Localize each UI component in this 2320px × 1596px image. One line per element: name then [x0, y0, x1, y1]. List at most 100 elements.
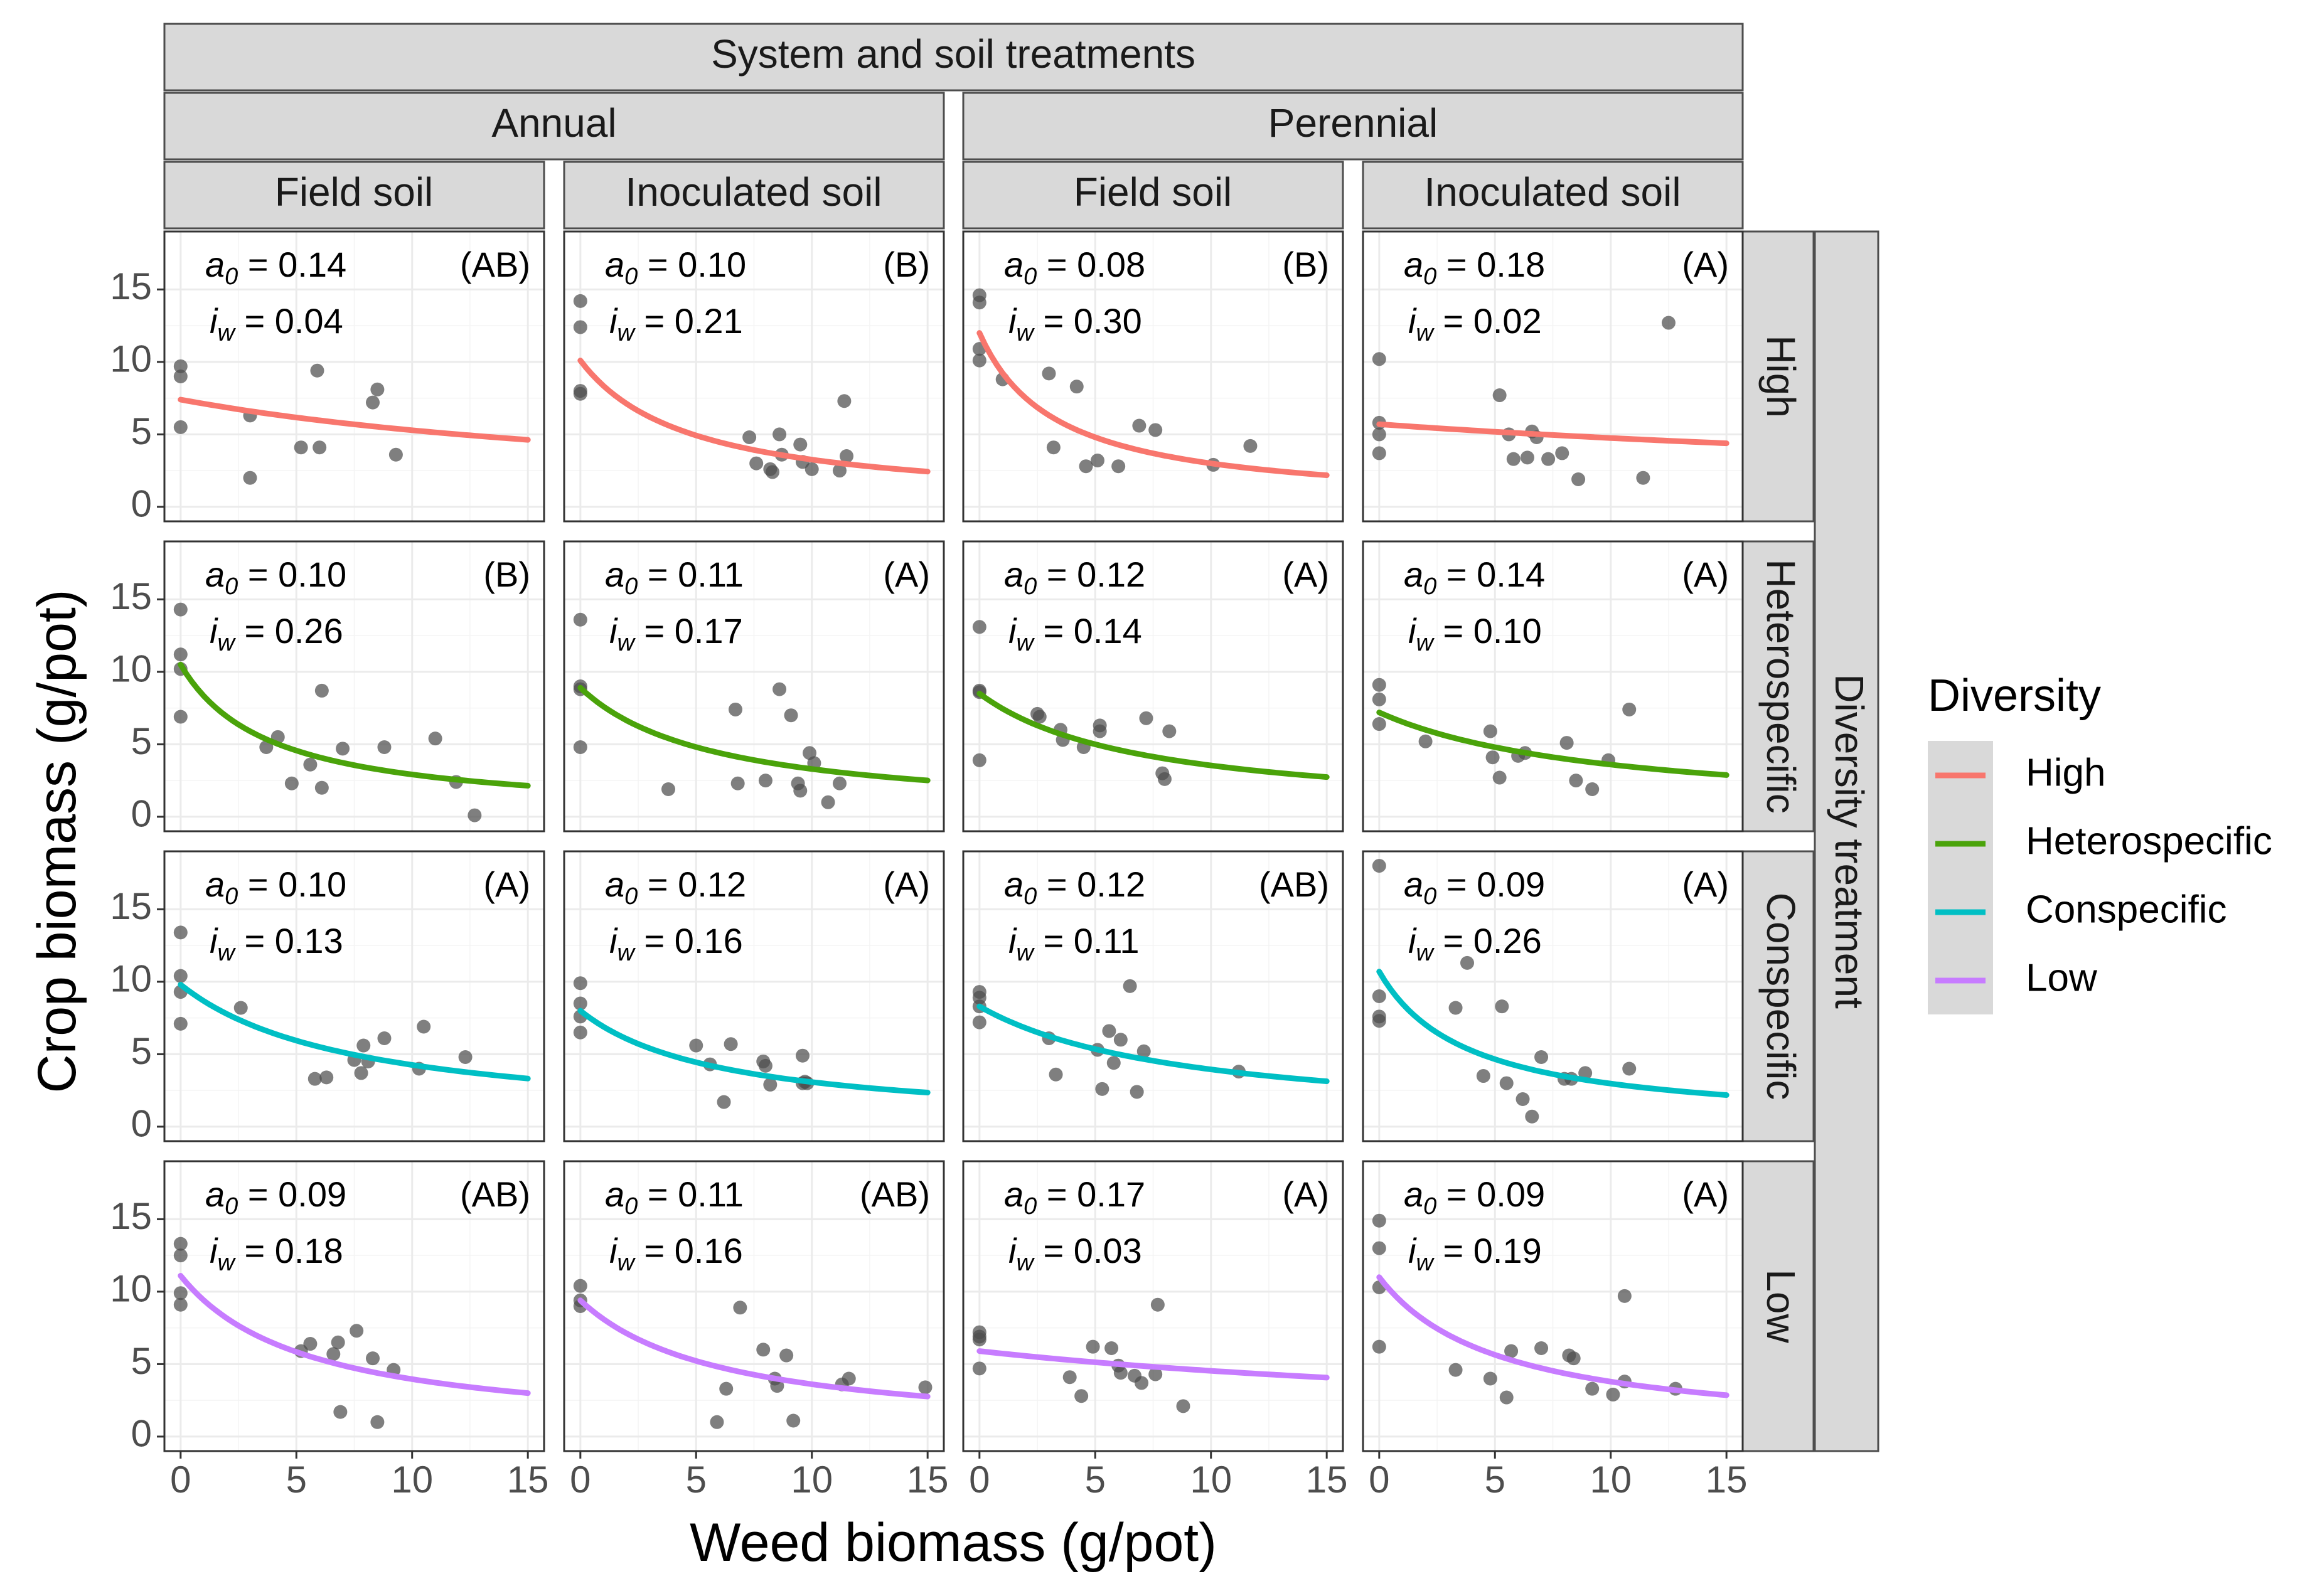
data-point [766, 465, 780, 479]
iw-annotation: iw = 0.16 [609, 921, 743, 966]
data-point [728, 702, 742, 716]
data-point [333, 1405, 348, 1419]
fit-curve [178, 1273, 531, 1396]
group-letter: (A) [1282, 555, 1329, 594]
data-point [331, 1335, 345, 1349]
system-strip-label: Annual [491, 100, 616, 146]
x-tick-label: 10 [1190, 1459, 1232, 1501]
data-point [1162, 724, 1177, 738]
data-point [366, 395, 380, 410]
data-point [173, 420, 188, 434]
x-axis-title: Weed biomass (g/pot) [690, 1513, 1217, 1573]
y-tick-label: 0 [131, 793, 152, 835]
y-axis-title: Crop biomass (g/pot) [27, 590, 87, 1093]
y-tick-label: 5 [131, 720, 152, 762]
fit-curve [577, 684, 931, 784]
data-point [573, 740, 587, 755]
data-point [1049, 1067, 1063, 1082]
panel-border [563, 230, 945, 523]
panel: a0 = 0.17 iw = 0.03 (A) 0 5 10 15 [962, 1160, 1348, 1501]
panel-border [563, 1160, 945, 1452]
data-point [307, 1072, 322, 1086]
data-point [303, 757, 318, 772]
iw-annotation: iw = 0.11 [1008, 921, 1140, 966]
panel: a0 = 0.09 iw = 0.19 (A) 0 5 10 15 [1362, 1160, 1748, 1501]
data-point [1372, 717, 1386, 732]
x-tick-label: 10 [1590, 1459, 1632, 1501]
a0-annotation: a0 = 0.18 [1404, 245, 1545, 290]
data-point [1476, 1069, 1490, 1083]
data-point [1090, 453, 1104, 467]
panel: a0 = 0.08 iw = 0.30 (B) [962, 230, 1344, 523]
data-point [719, 1381, 734, 1396]
data-point [1074, 1389, 1089, 1403]
data-point [842, 1371, 856, 1386]
x-tick-label: 15 [1306, 1459, 1348, 1501]
data-point [1139, 711, 1153, 725]
panel: a0 = 0.09 iw = 0.18 (AB) 0 5 10 15 0 5 10 15 [110, 1160, 549, 1501]
data-point [1176, 1399, 1190, 1413]
group-letter: (AB) [460, 245, 530, 284]
data-point [573, 976, 587, 991]
data-point [1106, 1056, 1121, 1070]
y-tick-label: 10 [110, 338, 152, 380]
data-point [710, 1415, 724, 1429]
fit-curve [577, 1008, 931, 1095]
x-tick-label: 0 [969, 1459, 990, 1501]
fit-curve [1376, 969, 1729, 1098]
group-letter: (A) [1682, 245, 1729, 284]
data-point [1372, 1014, 1386, 1028]
data-point [314, 683, 329, 698]
legend-title: Diversity [1928, 671, 2101, 721]
data-point [173, 647, 188, 662]
data-point [1079, 459, 1093, 474]
data-point [793, 784, 808, 798]
panel: a0 = 0.12 iw = 0.14 (A) [962, 540, 1344, 833]
data-point [1046, 440, 1061, 455]
row-strip-high: High [1741, 230, 1815, 523]
data-point [805, 462, 819, 476]
data-point [1113, 1033, 1128, 1047]
iw-annotation: iw = 0.21 [609, 301, 743, 346]
group-letter: (A) [1682, 1174, 1729, 1214]
data-point [1495, 999, 1509, 1014]
data-point [1136, 1044, 1151, 1058]
soil-strip-label: Field soil [275, 169, 434, 215]
x-tick-label: 0 [1369, 1459, 1389, 1501]
data-point [356, 1038, 371, 1053]
iw-annotation: iw = 0.10 [1408, 611, 1542, 656]
fit-curve [1376, 710, 1729, 778]
y-tick-label: 5 [131, 1340, 152, 1382]
data-point [793, 437, 808, 452]
data-point [1499, 1390, 1514, 1405]
data-point [313, 440, 327, 455]
row-strip-heterospecific: Heterospecific [1741, 540, 1815, 833]
y-tick-label: 10 [110, 958, 152, 1000]
panel-border [962, 1160, 1344, 1452]
data-point [717, 1095, 731, 1109]
system-strip-label: Perennial [1268, 100, 1438, 146]
panel-border [1362, 540, 1744, 833]
system-strip-annual: Annual [163, 92, 945, 161]
data-point [370, 1415, 385, 1429]
panel: a0 = 0.14 iw = 0.10 (A) [1362, 540, 1744, 833]
legend: Diversity High Heterospecific Conspecific L… [1928, 671, 2272, 1014]
group-letter: (B) [483, 555, 530, 594]
data-point [1372, 1213, 1386, 1228]
x-tick-label: 5 [686, 1459, 707, 1501]
panel-border [962, 850, 1344, 1142]
data-point [1541, 452, 1556, 466]
data-point [772, 682, 787, 696]
panel: a0 = 0.09 iw = 0.26 (A) [1362, 850, 1744, 1142]
data-point [458, 1050, 473, 1065]
data-point [1372, 678, 1386, 692]
y-tick-label: 5 [131, 1030, 152, 1072]
top-strip-label: System and soil treatments [711, 31, 1195, 77]
data-point [730, 776, 745, 790]
y-tick-label: 10 [110, 648, 152, 690]
data-point [173, 1248, 188, 1263]
iw-annotation: iw = 0.19 [1408, 1231, 1542, 1276]
data-point [1448, 1363, 1463, 1377]
soil-strip-4: Inoculated soil [1362, 161, 1744, 230]
data-point [173, 1297, 188, 1312]
